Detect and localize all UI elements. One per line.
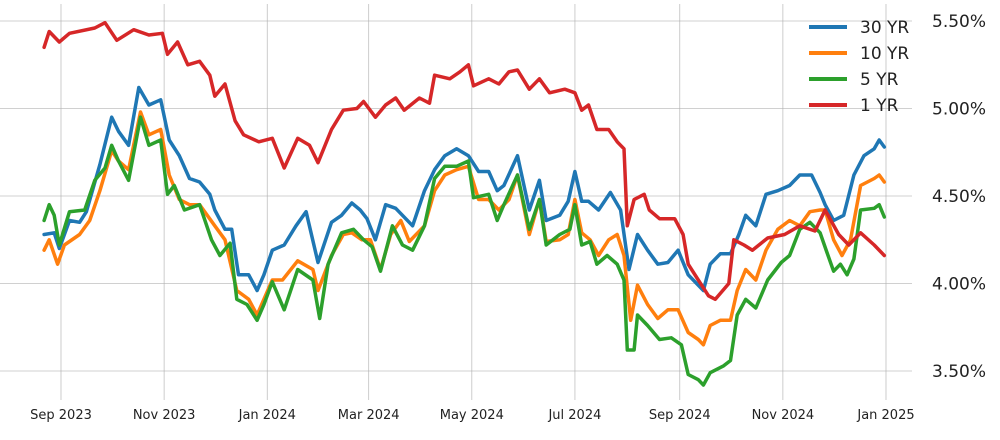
grid <box>0 4 912 400</box>
x-tick-label: Jan 2025 <box>856 408 914 423</box>
x-tick-label: Jul 2024 <box>547 408 601 423</box>
series-lines <box>42 20 887 387</box>
y-tick-label: 4.50% <box>932 187 986 207</box>
x-tick-label: Mar 2024 <box>338 408 400 423</box>
x-tick-label: May 2024 <box>440 408 504 423</box>
legend-label: 30 YR <box>860 18 909 38</box>
legend-label: 10 YR <box>860 44 909 64</box>
y-tick-label: 5.00% <box>932 100 986 120</box>
y-tick-label: 5.50% <box>932 12 986 32</box>
x-tick-label: Sep 2023 <box>30 408 92 423</box>
series-line-5-yr <box>42 115 887 387</box>
legend-item: 1 YR <box>809 96 899 116</box>
y-axis-ticks: 5.50% 5.00% 4.50% 4.00% 3.50% <box>932 12 986 382</box>
x-tick-label: Sep 2024 <box>649 408 711 423</box>
legend: 30 YR 10 YR 5 YR 1 YR <box>809 18 909 116</box>
x-tick-label: Nov 2023 <box>133 408 196 423</box>
legend-item: 5 YR <box>809 70 899 90</box>
series-line-1-yr <box>42 20 887 302</box>
legend-label: 5 YR <box>860 70 899 90</box>
x-tick-label: Nov 2024 <box>752 408 815 423</box>
x-axis-ticks: Sep 2023 Nov 2023 Jan 2024 Mar 2024 May 2024… <box>30 408 914 423</box>
y-tick-label: 4.00% <box>932 275 986 295</box>
series-line-30-yr <box>42 85 887 293</box>
legend-label: 1 YR <box>860 96 899 116</box>
series-line-10-yr <box>42 110 887 347</box>
y-tick-label: 3.50% <box>932 362 986 382</box>
legend-item: 10 YR <box>809 44 909 64</box>
legend-item: 30 YR <box>809 18 909 38</box>
x-tick-label: Jan 2024 <box>238 408 296 423</box>
